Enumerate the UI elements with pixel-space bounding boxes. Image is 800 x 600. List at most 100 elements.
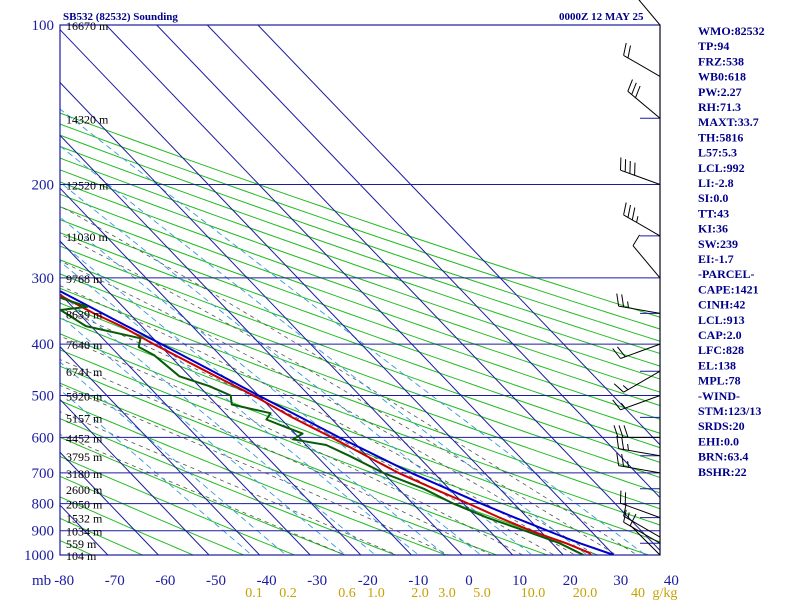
mixing-ratio-label: 5.0 <box>473 586 491 600</box>
dry-adiabat <box>60 436 347 555</box>
moist-adiabat <box>60 433 346 555</box>
wind-barb <box>638 0 661 26</box>
dry-adiabat <box>60 418 397 555</box>
mixing-ratio-label: 40 <box>631 586 645 600</box>
wind-barb <box>629 513 661 556</box>
height-label: 4452 m <box>66 431 103 445</box>
moist-adiabat <box>60 411 398 555</box>
index-value: KI:36 <box>698 222 728 236</box>
index-value: TT:43 <box>698 206 729 220</box>
dry-adiabat <box>60 287 660 510</box>
height-label: 8639 m <box>66 307 103 321</box>
pressure-tick-label: 800 <box>32 497 55 513</box>
wind-barbs-layer <box>612 0 661 556</box>
temperature-tick-label: -40 <box>257 573 277 589</box>
dry-adiabat <box>60 134 660 342</box>
height-label: 6741 m <box>66 365 103 379</box>
isotherm-line <box>60 81 513 555</box>
temperature-tick-label: -70 <box>105 573 125 589</box>
pressure-tick-label: 900 <box>32 524 55 540</box>
isotherm-line <box>60 398 210 555</box>
dry-adiabat <box>60 455 296 555</box>
dry-adiabat <box>60 145 660 355</box>
height-label: 5157 m <box>66 411 103 425</box>
index-value: WB0:618 <box>698 70 746 84</box>
mixing-ratio-line <box>60 389 253 555</box>
mixing-ratio-label: 0.1 <box>245 586 263 600</box>
mixing-ratio-label: 3.0 <box>438 586 456 600</box>
index-value: TP:94 <box>698 39 729 53</box>
pressure-tick-label: 200 <box>32 178 55 194</box>
index-value: MAXT:33.7 <box>698 115 759 129</box>
dry-adiabat <box>60 232 660 449</box>
wind-barb <box>613 425 660 438</box>
temperature-trace <box>60 294 592 555</box>
parcel-trace <box>60 290 615 555</box>
temperature-tick-label: -50 <box>206 573 226 589</box>
index-value: RH:71.3 <box>698 100 741 114</box>
moist-adiabat <box>60 260 597 555</box>
index-value: CINH:42 <box>698 298 745 312</box>
mixing-ratio-label: 0.2 <box>279 586 297 600</box>
wind-barb <box>620 157 661 185</box>
valid-time: 0000Z 12 MAY 25 <box>559 11 644 23</box>
isotherm-line <box>206 25 660 499</box>
mixing-ratio-label: 10.0 <box>521 586 546 600</box>
height-label: 3795 m <box>66 450 103 464</box>
height-label: 3180 m <box>66 467 103 481</box>
isotherm-line <box>257 25 660 446</box>
index-value: -PARCEL- <box>698 267 754 281</box>
mixing-ratio-line <box>60 315 347 555</box>
dry-adiabat <box>60 157 660 367</box>
dry-adiabat <box>60 302 660 526</box>
pressure-tick-label: 500 <box>32 389 55 405</box>
dry-adiabat <box>60 169 660 380</box>
dry-adiabat <box>60 400 448 555</box>
mixing-ratio-label: g/kg <box>653 586 678 600</box>
mixing-ratio-line <box>60 292 377 555</box>
index-value: SW:239 <box>698 237 738 251</box>
dry-adiabat <box>60 273 660 494</box>
profile-layer <box>60 290 615 555</box>
dry-adiabat <box>60 193 660 407</box>
isotherm-line <box>60 134 463 555</box>
index-value: STM:123/13 <box>698 404 761 418</box>
index-value: TH:5816 <box>698 130 743 144</box>
wind-barb <box>623 503 661 538</box>
height-label: 5920 m <box>66 390 103 404</box>
dry-adiabat <box>60 496 195 555</box>
temperature-tick-label: 40 <box>664 573 679 589</box>
dewpoint-trace <box>60 296 584 555</box>
mixing-ratio-line <box>60 145 588 555</box>
index-value: SI:0.0 <box>698 191 728 205</box>
wind-barb <box>623 42 661 77</box>
wind-barb <box>616 293 661 314</box>
temperature-tick-label: -10 <box>408 573 428 589</box>
height-label: 7640 m <box>66 338 103 352</box>
pressure-tick-label: 100 <box>32 18 55 34</box>
temperature-tick-label: -30 <box>307 573 327 589</box>
index-value: MPL:78 <box>698 374 741 388</box>
isotherm-line <box>156 25 660 552</box>
dry-adiabat <box>60 382 499 555</box>
pressure-tick-label: 1000 <box>24 548 54 564</box>
dry-adiabat <box>60 365 549 555</box>
grid-layer <box>59 24 661 556</box>
temperature-tick-label: 30 <box>613 573 628 589</box>
index-value: PW:2.27 <box>698 85 742 99</box>
pressure-tick-label: 600 <box>32 430 55 446</box>
isotherm-line <box>60 451 159 555</box>
wind-barb <box>616 435 661 457</box>
isotherm-line <box>60 187 412 555</box>
mixing-ratio-line <box>60 260 420 555</box>
index-value: EHI:0.0 <box>698 434 739 448</box>
index-value: EL:138 <box>698 358 736 372</box>
index-value: L57:5.3 <box>698 146 737 160</box>
mixing-ratio-line <box>60 181 533 555</box>
height-label: 16670 m <box>66 19 109 33</box>
pressure-tick-label: 400 <box>32 337 55 353</box>
height-label: 104 m <box>66 549 97 563</box>
index-value: LFC:828 <box>698 343 744 357</box>
index-value: CAP:2.0 <box>698 328 742 342</box>
isotherm-line <box>60 240 362 555</box>
